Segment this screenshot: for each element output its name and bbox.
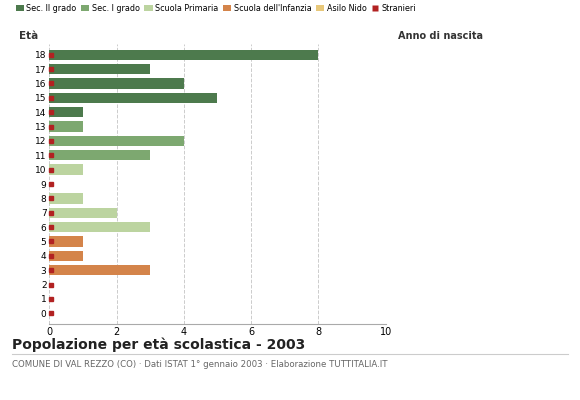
Text: Anno di nascita: Anno di nascita [398, 31, 483, 41]
Bar [49, 251, 83, 261]
Bar [49, 208, 117, 218]
Bar [49, 236, 83, 247]
Bar [49, 64, 150, 74]
Text: Età: Età [19, 31, 38, 41]
Bar [49, 222, 150, 232]
Bar [49, 164, 83, 175]
Bar [49, 78, 184, 89]
Text: Popolazione per età scolastica - 2003: Popolazione per età scolastica - 2003 [12, 338, 305, 352]
Bar [49, 136, 184, 146]
Bar [49, 150, 150, 160]
Text: COMUNE DI VAL REZZO (CO) · Dati ISTAT 1° gennaio 2003 · Elaborazione TUTTITALIA.: COMUNE DI VAL REZZO (CO) · Dati ISTAT 1°… [12, 360, 387, 369]
Bar [49, 193, 83, 204]
Bar [49, 121, 83, 132]
Bar [49, 107, 83, 117]
Bar [49, 93, 218, 103]
Bar [49, 265, 150, 275]
Legend: Sec. II grado, Sec. I grado, Scuola Primaria, Scuola dell'Infanzia, Asilo Nido, : Sec. II grado, Sec. I grado, Scuola Prim… [16, 4, 416, 13]
Bar [49, 50, 318, 60]
